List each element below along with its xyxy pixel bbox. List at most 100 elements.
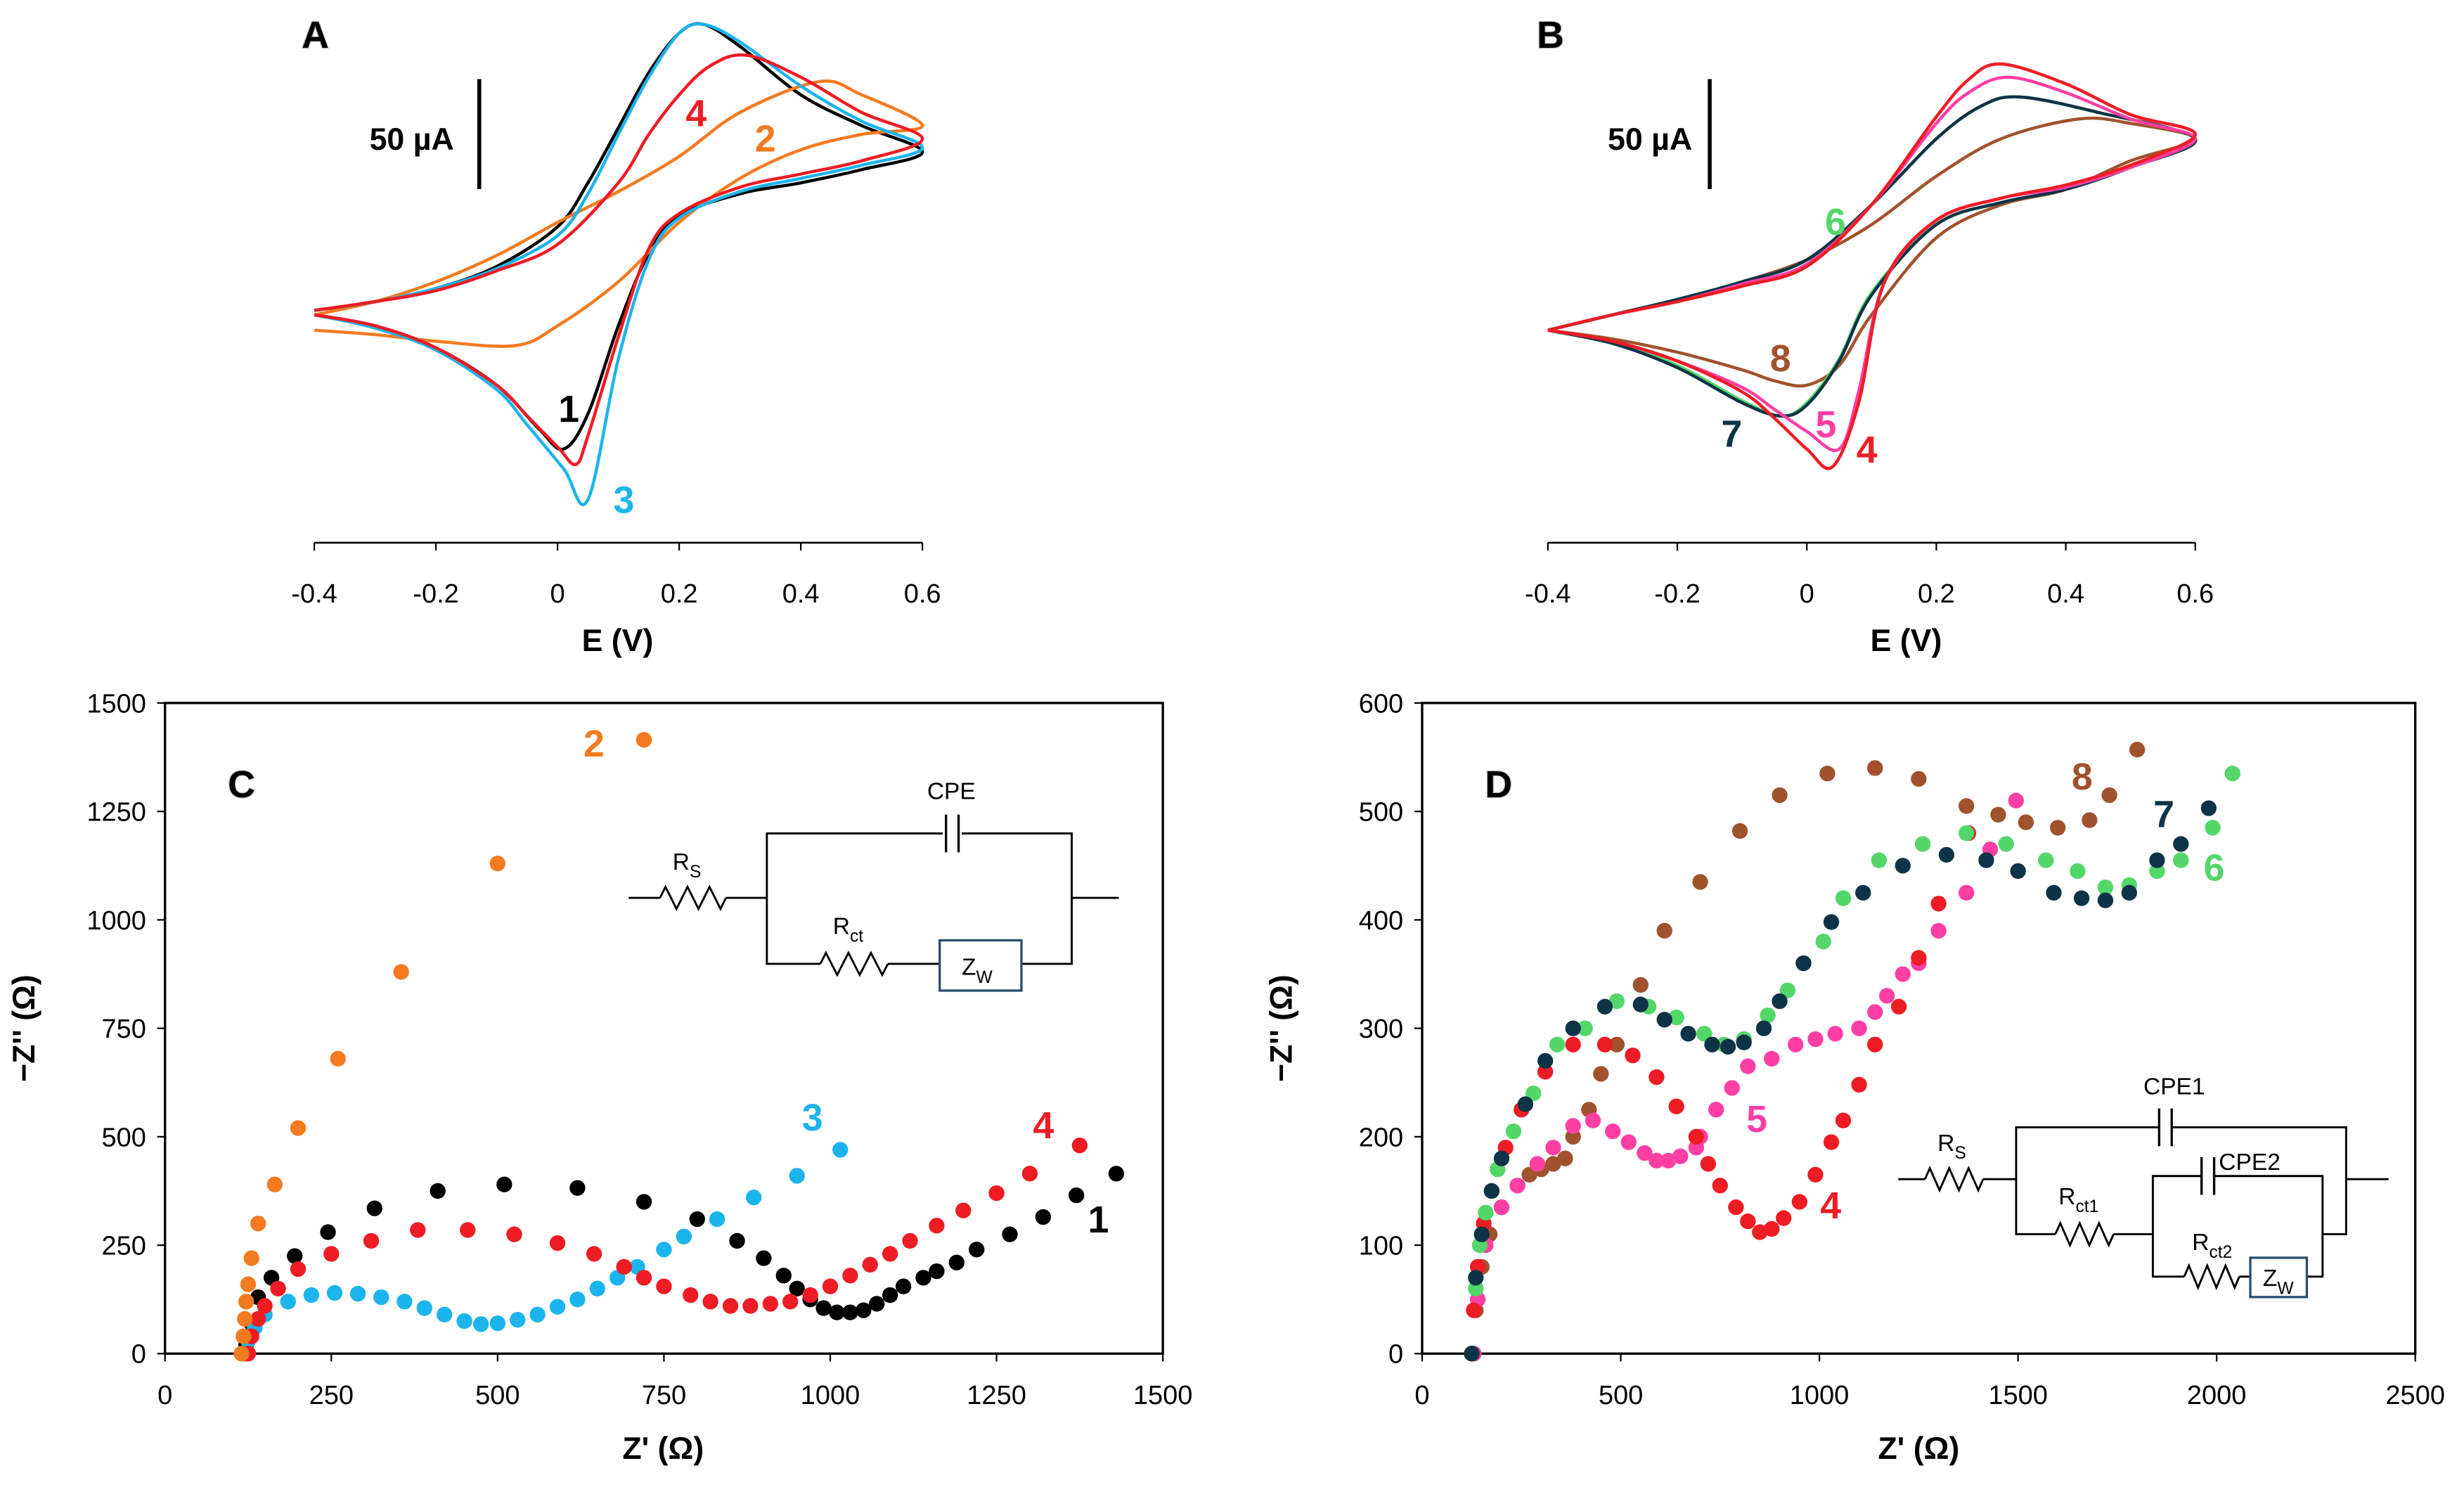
x-tick-label: -0.4 [1525, 579, 1570, 609]
data-point [1549, 1036, 1566, 1052]
data-point [1668, 1098, 1684, 1114]
data-point [1577, 1020, 1593, 1036]
data-point [969, 1242, 985, 1258]
data-point [1565, 1020, 1581, 1036]
x-axis-title: E (V) [582, 624, 654, 658]
data-point [882, 1246, 898, 1262]
data-point [869, 1296, 885, 1312]
data-point [489, 856, 506, 872]
data-point [589, 1280, 605, 1296]
x-tick-label: 0 [550, 579, 565, 609]
curve-label-8: 8 [1770, 337, 1791, 380]
data-point [1930, 896, 1947, 912]
data-point [1990, 806, 2006, 823]
data-point [1696, 1026, 1712, 1042]
data-point [410, 1222, 426, 1238]
data-point [1466, 1302, 1482, 1318]
data-point [330, 1050, 346, 1067]
data-point [1656, 922, 1672, 939]
data-point [1071, 1138, 1088, 1154]
curve-label-1: 1 [1088, 1199, 1109, 1241]
data-point [1764, 1050, 1780, 1067]
data-point [366, 1200, 382, 1216]
data-point [2018, 814, 2034, 830]
curve-label-3: 3 [802, 1097, 823, 1139]
data-point [1565, 1118, 1581, 1134]
data-point [257, 1298, 273, 1314]
data-point [2200, 800, 2217, 816]
data-point [1958, 825, 1975, 842]
data-point [1593, 1066, 1609, 1082]
y-tick-label: 300 [1359, 1015, 1403, 1044]
y-tick-label: 0 [1388, 1340, 1403, 1370]
data-point [436, 1306, 453, 1322]
data-point [240, 1276, 257, 1292]
circuit-label: Rct1 [2058, 1184, 2098, 1216]
data-point [250, 1216, 266, 1232]
data-point [1637, 1145, 1653, 1161]
y-tick-label: 500 [101, 1123, 146, 1152]
panel-d: D 0 500 1000 1500 2000 2500 0 100 200 300 400 500 600… [1264, 689, 2445, 1466]
panel-b: B -0.4 -0.2 0 0.2 0.4 0.6 E (V) 50 µA 6 87 54 [1525, 13, 2214, 658]
data-point [250, 1311, 266, 1327]
circuit-label: ZW [962, 955, 993, 987]
data-point [373, 1289, 389, 1306]
data-point [243, 1250, 259, 1266]
data-point [1557, 1150, 1573, 1166]
data-point [1776, 1210, 1792, 1226]
curve-label-4: 4 [685, 93, 707, 135]
resistor-icon [819, 951, 889, 977]
series-8 [1464, 742, 2146, 1362]
data-point [238, 1294, 254, 1310]
x-tick-label: 0 [1800, 579, 1814, 609]
data-point [326, 1284, 343, 1301]
data-point [1505, 1123, 1522, 1140]
data-point [506, 1226, 522, 1242]
data-point [636, 1270, 652, 1286]
data-point [1478, 1204, 1494, 1221]
wire [2151, 1175, 2202, 1278]
data-point [1740, 1058, 1756, 1074]
data-point [1509, 1178, 1526, 1194]
data-point [2070, 863, 2086, 880]
data-point [1692, 874, 1708, 890]
data-point [1700, 1156, 1717, 1172]
data-point [1649, 1152, 1665, 1168]
data-point [1108, 1166, 1125, 1182]
data-point [1728, 1199, 1744, 1216]
y-tick-label: 400 [1359, 906, 1403, 936]
circuit-label: CPE1 [2143, 1074, 2205, 1100]
data-point [2073, 890, 2090, 906]
data-point [1608, 1036, 1625, 1052]
x-tick-label: 1000 [1790, 1381, 1850, 1410]
data-point [1871, 852, 1888, 868]
data-point [1597, 998, 1613, 1015]
data-point [1823, 914, 1840, 930]
y-tick-label: 100 [1359, 1232, 1403, 1261]
data-point [1855, 884, 1871, 901]
y-tick-label: 200 [1359, 1123, 1403, 1152]
x-tick-label: 500 [475, 1381, 520, 1410]
data-point [1760, 1007, 1776, 1024]
data-point [762, 1296, 779, 1312]
data-point [1517, 1096, 1534, 1112]
panel-c: C 0 250 500 750 1000 1250 1500 0 250 500 750 1000 125… [7, 689, 1192, 1466]
data-point [270, 1280, 286, 1296]
wire [2214, 1175, 2324, 1278]
data-point [287, 1248, 303, 1264]
data-point [2037, 852, 2054, 868]
data-point [683, 1287, 699, 1303]
data-point [237, 1311, 253, 1327]
data-point [290, 1120, 307, 1136]
cv-curve-3 [314, 22, 924, 507]
data-point [1795, 955, 1812, 972]
data-point [902, 1232, 918, 1249]
series-2 [233, 732, 652, 1362]
data-point [2173, 852, 2189, 868]
data-point [1521, 1166, 1537, 1183]
data-point [393, 964, 409, 980]
circuit-label: Rct [833, 914, 864, 946]
data-point [1649, 1069, 1665, 1086]
x-tick-label: -0.2 [1654, 579, 1700, 609]
panel-a: A -0.4 -0.2 0 0.2 0.4 0.6 E (V) 50 µA 1 2 3 4 [291, 13, 941, 658]
